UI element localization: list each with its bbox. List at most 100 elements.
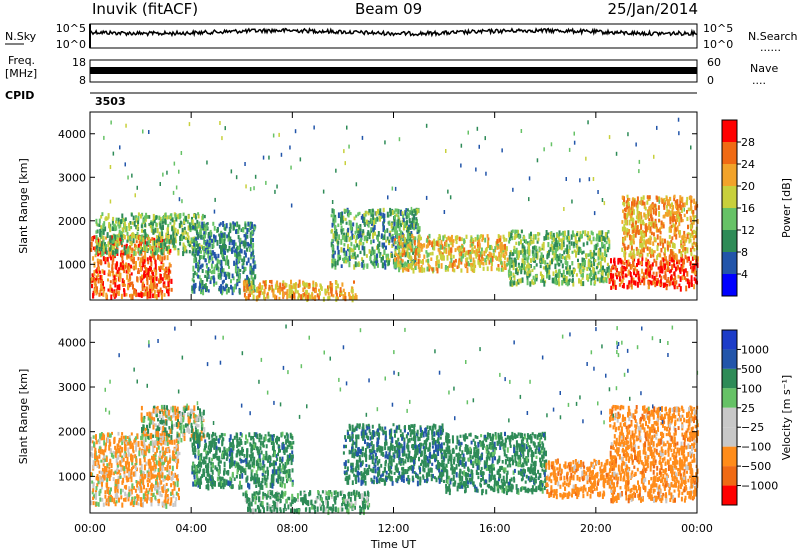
velocity-cell [138, 451, 140, 457]
power-cell [238, 257, 240, 262]
power-cell [622, 285, 624, 288]
velocity-cell [134, 454, 136, 458]
power-cell [457, 246, 459, 250]
power-cell [340, 239, 342, 245]
power-cell [235, 249, 237, 253]
power-cell [109, 228, 111, 233]
power-cell [680, 286, 682, 292]
power-cell [536, 263, 538, 266]
power-cell [400, 230, 402, 235]
power-cell [639, 215, 641, 220]
power-cell [102, 269, 104, 273]
velocity-cell [131, 432, 133, 435]
power-cell [687, 258, 689, 263]
power-cell [129, 241, 131, 244]
velocity-cell [160, 480, 162, 484]
power-cell [529, 281, 531, 286]
power-scatter [253, 186, 255, 190]
power-cell [360, 231, 362, 237]
power-cell [95, 249, 97, 255]
power-cell [209, 236, 211, 240]
power-cell [664, 263, 666, 267]
power-cell [670, 249, 672, 255]
power-cell [334, 225, 336, 230]
power-cell [143, 293, 145, 297]
power-cell [546, 254, 548, 259]
power-cell [248, 278, 250, 284]
power-scatter [127, 176, 129, 180]
power-scatter [479, 145, 481, 149]
power-scatter [255, 175, 257, 179]
power-cell [219, 260, 221, 264]
power-cell [498, 234, 500, 238]
power-cell [357, 212, 359, 216]
power-cell [459, 237, 461, 241]
power-cell [648, 286, 650, 290]
power-cell [576, 240, 578, 244]
power-cell [510, 233, 512, 239]
power-cell [142, 237, 144, 242]
power-cell [515, 268, 517, 274]
velocity-cell [117, 443, 119, 447]
power-cell [169, 263, 171, 268]
power-cell [643, 233, 645, 238]
power-cell [643, 213, 645, 218]
velocity-cell [130, 502, 132, 505]
power-cell [208, 289, 210, 292]
power-cell [247, 228, 249, 232]
power-cell [250, 240, 252, 244]
power-cell [528, 250, 530, 255]
power-cell [162, 263, 164, 267]
power-cell [100, 275, 102, 280]
power-cell [582, 273, 584, 278]
power-cell [622, 280, 624, 283]
power-cell [406, 220, 408, 225]
power-cell [360, 238, 362, 242]
power-scatter [214, 210, 216, 214]
power-cell [694, 206, 696, 210]
power-scatter [231, 169, 233, 173]
power-cell [138, 257, 140, 261]
power-scatter [225, 126, 227, 130]
power-cell [546, 230, 548, 235]
power-cell [115, 249, 117, 255]
power-cell [115, 226, 117, 230]
power-cell [309, 295, 311, 300]
power-cell [680, 251, 682, 257]
power-cell [212, 222, 214, 226]
velocity-cell [116, 500, 118, 503]
power-cell [185, 237, 187, 240]
power-cell [169, 239, 171, 244]
velocity-cell [137, 502, 139, 505]
power-cell [563, 250, 565, 254]
power-cell [693, 236, 695, 241]
power-cell [489, 245, 491, 250]
power-cell [269, 285, 271, 290]
velocity-cell [99, 439, 101, 444]
power-cell [148, 240, 150, 245]
velocity-cell [109, 459, 111, 465]
power-cell [678, 284, 680, 287]
velocity-cell [116, 468, 118, 472]
power-cell [337, 246, 339, 250]
velocity-cell [162, 502, 164, 506]
velocity-cell [104, 449, 106, 453]
power-cell [165, 213, 167, 218]
power-cell [471, 248, 473, 254]
power-region-8 [621, 195, 698, 261]
power-cell [162, 246, 164, 250]
power-cell [181, 225, 183, 228]
power-cell [113, 223, 115, 227]
power-cell [239, 289, 241, 295]
power-cell [647, 195, 649, 199]
power-cell [383, 219, 385, 222]
power-cell [381, 233, 383, 238]
power-cell [112, 250, 114, 255]
power-cell [130, 282, 132, 287]
power-cell [530, 232, 532, 236]
power-cell [321, 286, 323, 291]
power-cell [678, 260, 680, 265]
power-cell [111, 267, 113, 273]
power-cell [189, 244, 191, 247]
power-cell [133, 234, 135, 239]
